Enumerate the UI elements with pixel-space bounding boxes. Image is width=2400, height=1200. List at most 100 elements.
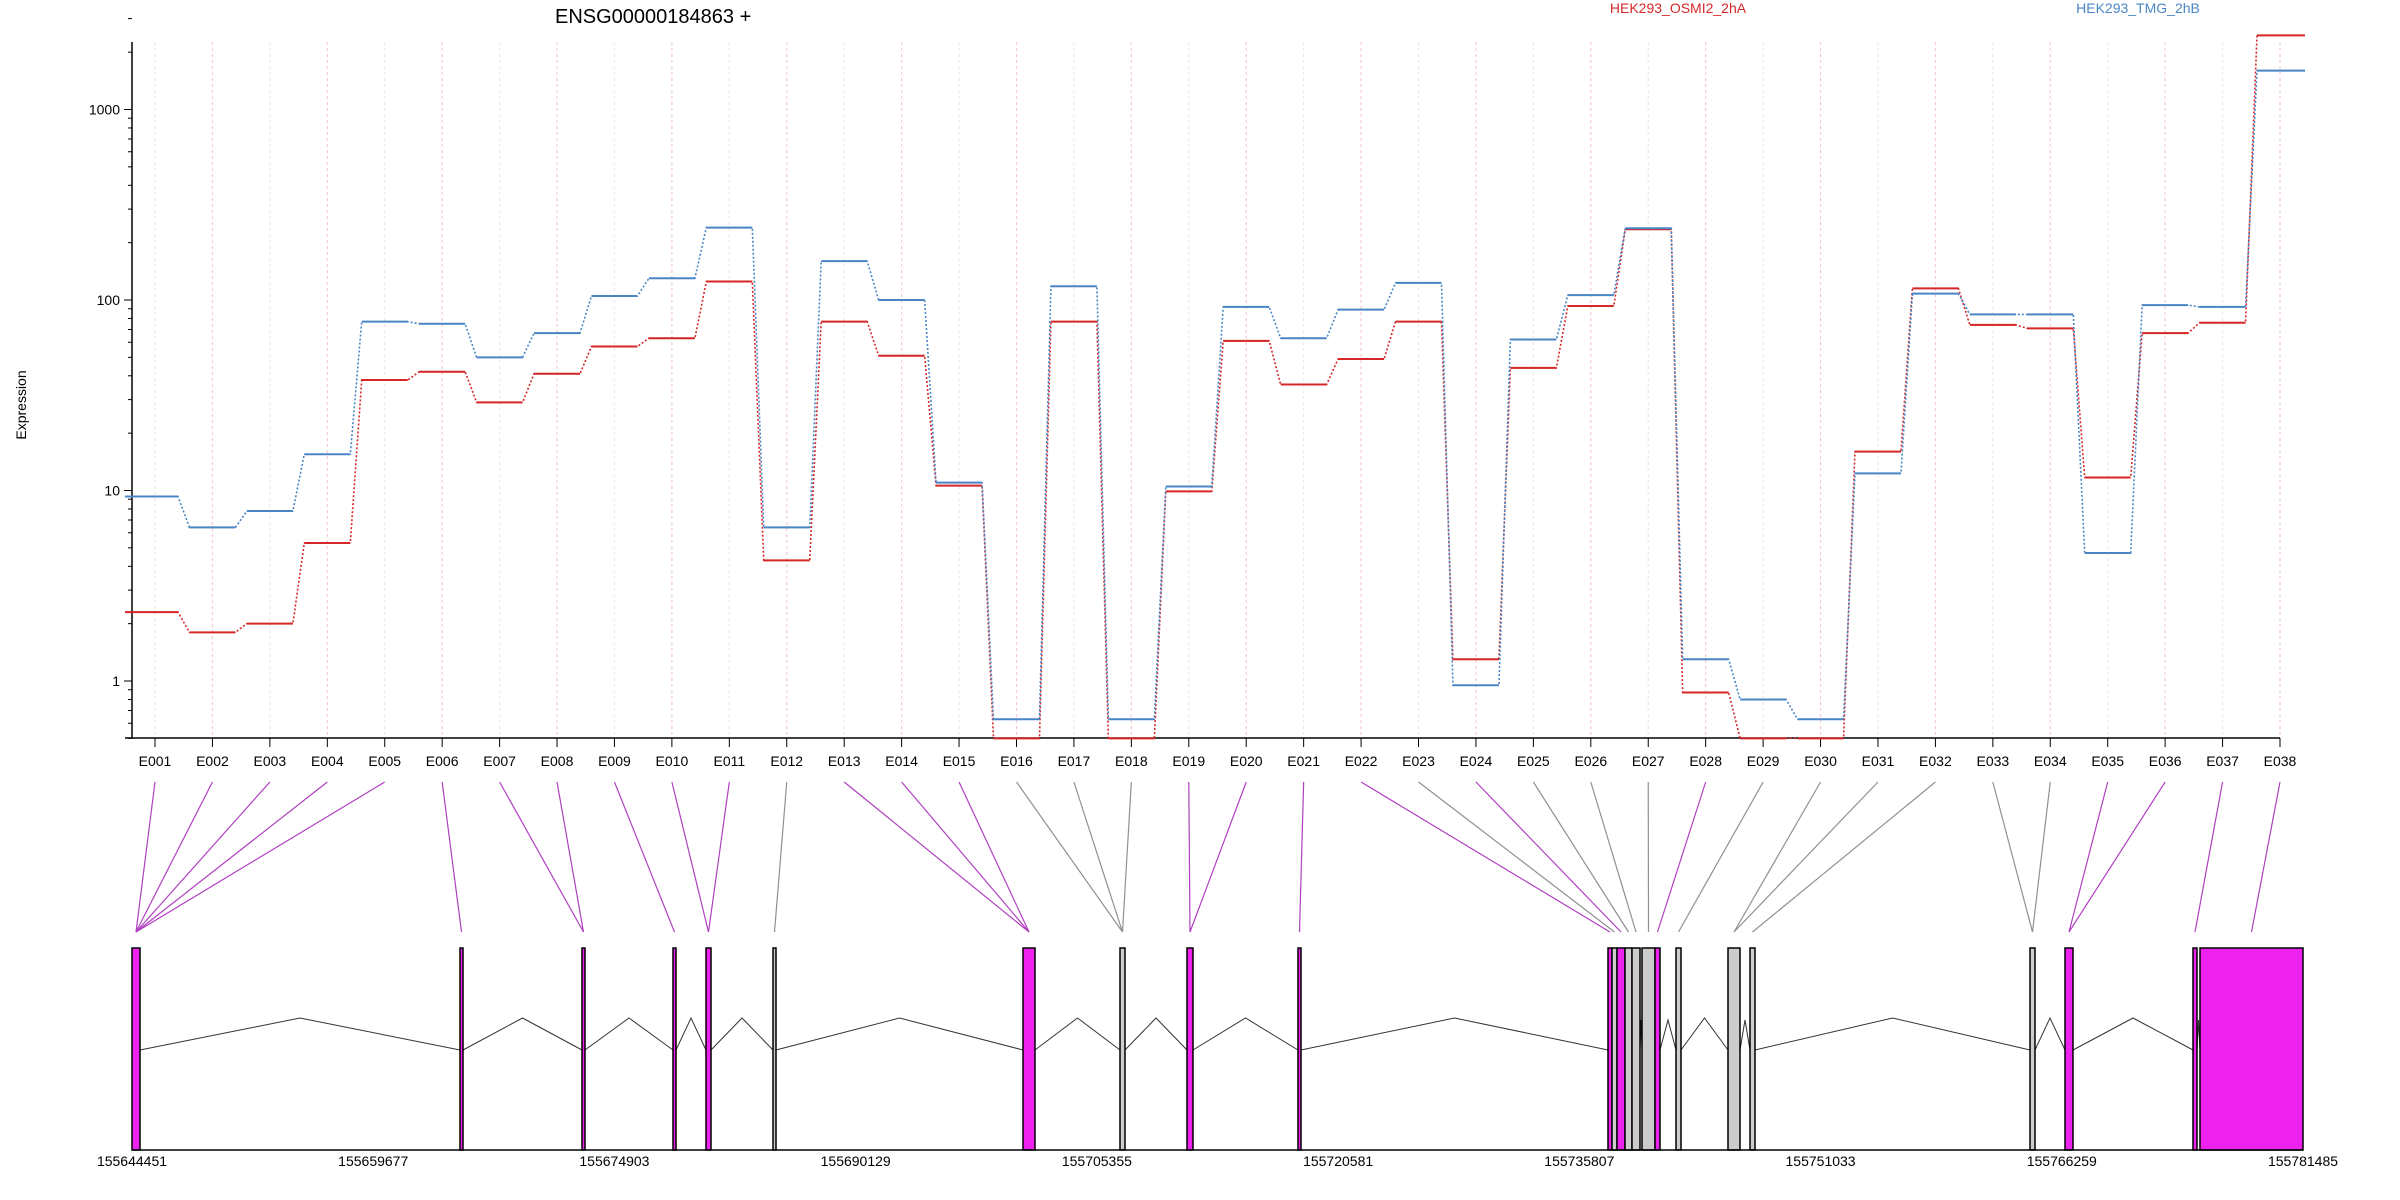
exon-link-line bbox=[2194, 781, 2224, 933]
x-tick-label: E014 bbox=[885, 753, 918, 769]
x-tick-label: E015 bbox=[943, 753, 976, 769]
exon-box bbox=[581, 947, 586, 1151]
intron-line bbox=[1680, 1017, 1729, 1051]
genomic-coordinate-axis: 155644451 155659677 155674903 155690129 1557… bbox=[97, 1149, 2338, 1169]
exon-link-line bbox=[135, 781, 213, 933]
exon-link-line bbox=[2031, 781, 2051, 933]
exon-link-line bbox=[958, 781, 1030, 933]
exon-link-line bbox=[1532, 781, 1630, 933]
exon-box bbox=[1654, 947, 1661, 1151]
x-tick-label: E001 bbox=[139, 753, 172, 769]
x-tick-label: E037 bbox=[2206, 753, 2239, 769]
coordinate-label: 155781485 bbox=[2268, 1153, 2338, 1169]
x-tick-label: E027 bbox=[1632, 753, 1665, 769]
x-tick-label: E003 bbox=[254, 753, 287, 769]
x-tick-label: E031 bbox=[1862, 753, 1895, 769]
exon-box bbox=[1022, 947, 1036, 1151]
exon-box bbox=[1631, 947, 1641, 1151]
x-tick-label: E018 bbox=[1115, 753, 1148, 769]
x-tick-label: E033 bbox=[1976, 753, 2009, 769]
intron-line bbox=[1659, 1018, 1677, 1051]
exon-box bbox=[1675, 947, 1682, 1151]
coordinate-label: 155766259 bbox=[2027, 1153, 2097, 1169]
x-tick-label: E038 bbox=[2264, 753, 2297, 769]
x-axis: E001 E002 E003 E004 E005 E006 E007 E008 E009 E010… bbox=[125, 737, 2297, 769]
coordinate-label: 155659677 bbox=[338, 1153, 408, 1169]
x-tick-label: E011 bbox=[713, 753, 745, 769]
y-axis-title: Expression bbox=[13, 370, 29, 439]
exon-link-line bbox=[1475, 781, 1622, 933]
exon-link-line bbox=[1073, 781, 1124, 933]
x-tick-label: E012 bbox=[770, 753, 803, 769]
exon-link-line bbox=[1015, 781, 1123, 933]
exon-link-line bbox=[499, 781, 585, 933]
x-tick-label: E034 bbox=[2034, 753, 2067, 769]
x-tick-label: E020 bbox=[1230, 753, 1263, 769]
coordinate-label: 155674903 bbox=[579, 1153, 649, 1169]
exon-link-line bbox=[441, 781, 463, 933]
x-tick-label: E008 bbox=[541, 753, 574, 769]
exon-link-line bbox=[1121, 781, 1132, 933]
exon-link-line bbox=[1677, 781, 1764, 933]
series-osmi2 bbox=[125, 34, 2305, 740]
exon-box bbox=[772, 947, 777, 1151]
intron-line bbox=[1124, 1017, 1188, 1051]
chart-title: ENSG00000184863 + bbox=[555, 6, 751, 28]
vertical-grid bbox=[154, 42, 2281, 738]
coordinate-label: 155735807 bbox=[1544, 1153, 1614, 1169]
series-connector-line bbox=[125, 69, 2305, 721]
x-tick-label: E016 bbox=[1000, 753, 1033, 769]
intron-line bbox=[675, 1016, 707, 1051]
y-tick-label: 1 bbox=[112, 673, 120, 689]
exon-link-line bbox=[135, 781, 386, 933]
exon-link-line bbox=[1189, 781, 1247, 933]
y-tick-label: 100 bbox=[97, 292, 121, 308]
coordinate-label: 155751033 bbox=[1786, 1153, 1856, 1169]
gene-model bbox=[131, 947, 2304, 1151]
exon-link-line bbox=[671, 781, 710, 933]
x-tick-label: E028 bbox=[1689, 753, 1722, 769]
exon-box bbox=[131, 947, 141, 1151]
legend-entry-tmg: HEK293_TMG_2hB bbox=[2076, 0, 2200, 16]
intron-line bbox=[1192, 1017, 1299, 1051]
exon-box bbox=[1727, 947, 1741, 1151]
exon-box bbox=[2199, 947, 2304, 1151]
intron-line bbox=[1754, 1017, 2031, 1051]
x-tick-label: E021 bbox=[1287, 753, 1320, 769]
intron-line bbox=[139, 1017, 461, 1051]
y-tick-label: 10 bbox=[104, 483, 120, 499]
exon-box bbox=[2064, 947, 2074, 1151]
exon-link-line bbox=[1360, 781, 1611, 933]
x-tick-label: E025 bbox=[1517, 753, 1550, 769]
x-tick-label: E022 bbox=[1345, 753, 1378, 769]
exon-link-line bbox=[1733, 781, 1822, 933]
coordinate-label: 155705355 bbox=[1062, 1153, 1132, 1169]
exon-link-line bbox=[135, 781, 271, 933]
exon-box bbox=[1749, 947, 1756, 1151]
x-tick-label: E004 bbox=[311, 753, 344, 769]
intron-line bbox=[462, 1017, 583, 1051]
exon-box bbox=[1297, 947, 1302, 1151]
x-tick-label: E030 bbox=[1804, 753, 1837, 769]
intron-line bbox=[1739, 1019, 1751, 1051]
intron-line bbox=[2072, 1017, 2194, 1051]
exon-box bbox=[1616, 947, 1626, 1151]
x-tick-label: E017 bbox=[1058, 753, 1091, 769]
exon-link-line bbox=[843, 781, 1030, 933]
legend-entry-osmi2: HEK293_OSMI2_2hA bbox=[1610, 0, 1747, 16]
exon-link-line bbox=[1590, 781, 1637, 933]
x-tick-label: E035 bbox=[2091, 753, 2124, 769]
intron-line bbox=[1300, 1017, 1609, 1051]
legend: HEK293_OSMI2_2hA HEK293_TMG_2hB bbox=[1610, 0, 2200, 16]
x-tick-label: E024 bbox=[1460, 753, 1493, 769]
series-tmg bbox=[125, 69, 2305, 721]
exon-link-line bbox=[1188, 781, 1191, 933]
series-connector-line bbox=[125, 34, 2305, 740]
intron-line bbox=[2034, 1016, 2066, 1051]
exon-link-line bbox=[773, 781, 788, 933]
exon-box bbox=[1186, 947, 1194, 1151]
exon-link-line bbox=[135, 781, 328, 933]
exon-link-line bbox=[613, 781, 676, 933]
exon-box bbox=[1624, 947, 1633, 1151]
